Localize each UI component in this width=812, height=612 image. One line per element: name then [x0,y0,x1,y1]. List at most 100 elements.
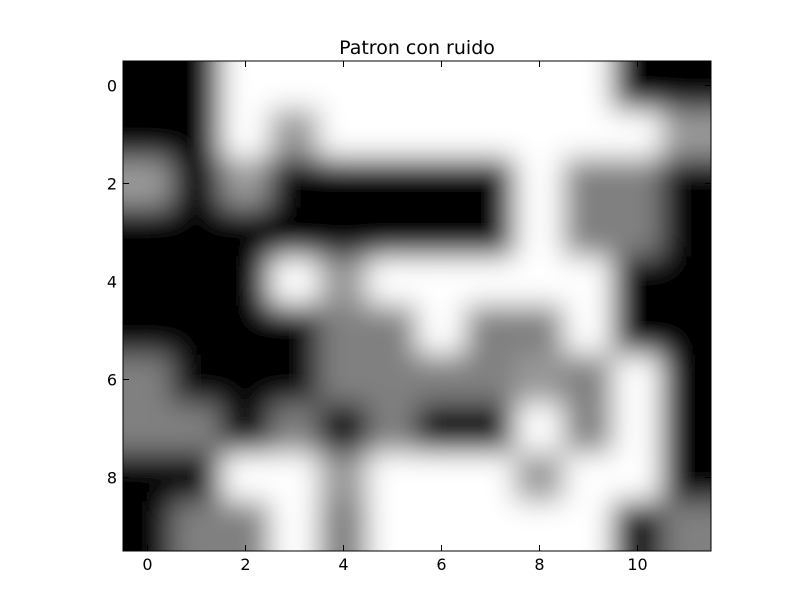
heatmap-cell [612,158,663,209]
heatmap-cell [514,501,565,551]
heatmap-cell [171,501,222,551]
heatmap-cell [661,305,711,356]
heatmap-cell [171,61,222,111]
heatmap-cell [318,61,369,111]
heatmap-edge-pad [123,501,124,551]
heatmap-edge-pad [123,305,124,356]
heatmap-cell [612,354,663,405]
heatmap-cell [465,452,516,503]
heatmap-cell [220,61,271,111]
heatmap-cell [563,61,614,111]
heatmap-cell [465,305,516,356]
heatmap-cell [269,501,320,551]
heatmap-cell [171,305,222,356]
y-tick-label: 0 [107,77,117,96]
y-tick-label: 8 [107,469,117,488]
heatmap-cell [367,305,418,356]
heatmap-cell [612,403,663,454]
heatmap-edge-pad [710,256,711,307]
heatmap-cell [465,403,516,454]
heatmap-cell [123,207,173,258]
heatmap-cell [465,109,516,160]
heatmap-edge-pad [171,550,222,551]
heatmap-cell [416,61,467,111]
heatmap-edge-pad [367,550,418,551]
heatmap-edge-pad [612,61,663,62]
heatmap-cell [416,452,467,503]
heatmap-cell [318,403,369,454]
heatmap-cell [416,256,467,307]
heatmap-edge-pad [710,550,711,551]
heatmap-cell [220,109,271,160]
heatmap-cell [123,501,173,551]
heatmap-edge-pad [123,61,173,62]
x-tick-label: 8 [534,555,544,574]
heatmap-cell [514,354,565,405]
heatmap-cell [269,305,320,356]
heatmap-cell [661,354,711,405]
y-tick-label: 4 [107,273,117,292]
heatmap-cell [220,403,271,454]
heatmap-cell [269,354,320,405]
heatmap-cell [318,256,369,307]
heatmap-edge-pad [661,550,711,551]
heatmap-cell [220,354,271,405]
heatmap-cell [123,305,173,356]
heatmap-edge-pad [123,207,124,258]
heatmap-edge-pad [710,61,711,111]
y-tick-label: 2 [107,175,117,194]
chart-title: Patron con ruido [339,37,495,59]
heatmap-cell [123,158,173,209]
heatmap-cell [123,61,173,111]
plot-area [123,61,711,551]
heatmap-cell [367,354,418,405]
heatmap-cell [612,207,663,258]
heatmap-cell [661,452,711,503]
heatmap-cell [612,501,663,551]
heatmap-cell [465,256,516,307]
heatmap-cell [514,452,565,503]
heatmap-edge-pad [465,550,516,551]
heatmap-edge-pad [710,109,711,160]
heatmap-cell [318,452,369,503]
heatmap-edge-pad [710,305,711,356]
heatmap-cell [612,109,663,160]
x-tick-label: 6 [436,555,446,574]
x-tick-label: 4 [338,555,348,574]
heatmap-cell [465,501,516,551]
heatmap-cell [269,109,320,160]
heatmap-cell [171,207,222,258]
heatmap-cell [563,354,614,405]
heatmap-cell [269,61,320,111]
heatmap-cell [123,403,173,454]
heatmap-cell [563,207,614,258]
heatmap-cell [661,501,711,551]
y-axis: 0 2 4 6 8 [107,77,711,488]
heatmap-cell [612,61,663,111]
heatmap-cell [367,501,418,551]
heatmap-cell [661,109,711,160]
heatmap-cell [318,305,369,356]
heatmap-cell [220,207,271,258]
heatmap-cell [220,305,271,356]
heatmap-cell [563,403,614,454]
heatmap-cell [318,354,369,405]
heatmap-cell [367,158,418,209]
heatmap-edge-pad [220,61,271,62]
heatmap-edge-pad [710,354,711,405]
heatmap-cell [416,354,467,405]
heatmap-cell [367,207,418,258]
heatmap-cell [220,452,271,503]
x-tick-label: 10 [627,555,647,574]
heatmap-edge-pad [123,403,124,454]
heatmap-cell [171,354,222,405]
heatmap-cell [465,207,516,258]
heatmap-cell [514,207,565,258]
x-axis: 0 2 4 6 8 10 [142,61,648,574]
heatmap-cell [514,61,565,111]
heatmap-edge-pad [123,109,124,160]
heatmap-edge-pad [710,501,711,551]
heatmap-edge-pad [563,550,614,551]
heatmap-cell [563,158,614,209]
